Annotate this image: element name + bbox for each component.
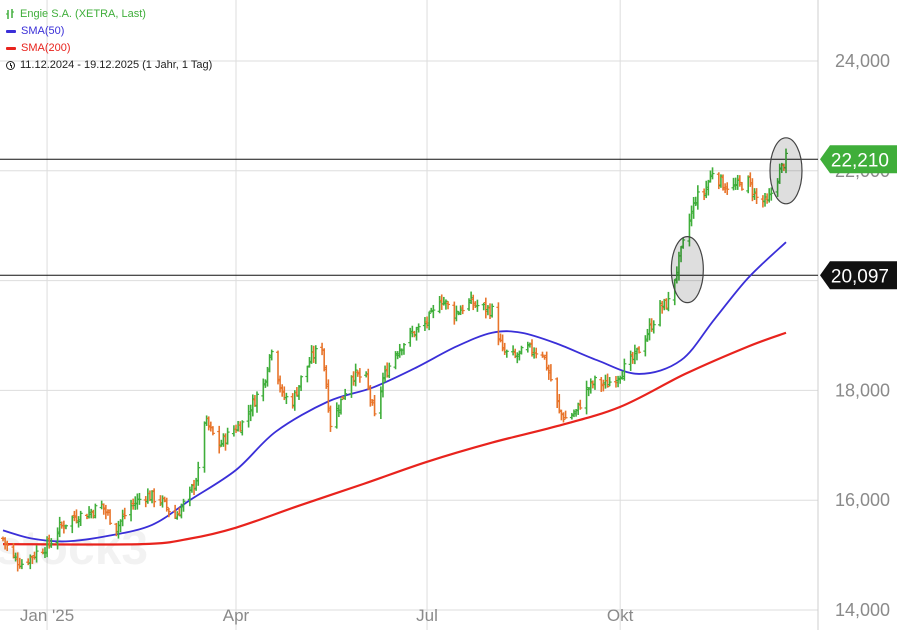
x-tick-label: Apr — [223, 606, 250, 625]
legend-period: 11.12.2024 - 19.12.2025 (1 Jahr, 1 Tag) — [20, 59, 213, 71]
last-price-badge — [820, 145, 897, 174]
x-tick-label: Jan '25 — [20, 606, 74, 625]
y-tick-label: 14,000 — [835, 600, 890, 620]
clock-icon — [6, 61, 15, 70]
x-tick-label: Jul — [416, 606, 438, 625]
ohlc-bars-icon — [6, 9, 15, 20]
watermark: stock3 — [0, 522, 148, 575]
legend-item-sma200: SMA(200) — [6, 40, 212, 57]
sma200-line — [2, 331, 787, 546]
price-badges: 22,210 20,097 — [820, 145, 897, 290]
sma200-path — [2, 331, 787, 546]
sma50-swatch — [6, 30, 16, 33]
y-tick-label: 18,000 — [835, 380, 890, 400]
legend-item-instrument: Engie S.A. (XETRA, Last) — [6, 6, 212, 23]
badge-label: 20,097 — [831, 266, 889, 287]
x-tick-label: Okt — [607, 606, 634, 625]
annotation-ellipse — [769, 137, 803, 205]
legend-sma50: SMA(50) — [21, 25, 65, 37]
sma200-swatch — [6, 47, 16, 50]
x-axis: Jan '25 Apr Jul Okt — [20, 606, 634, 625]
sma50-path — [2, 241, 787, 543]
y-tick-label: 16,000 — [835, 490, 890, 510]
legend-item-sma50: SMA(50) — [6, 23, 212, 40]
sma50-line — [2, 241, 787, 543]
legend-item-period: 11.12.2024 - 19.12.2025 (1 Jahr, 1 Tag) — [6, 57, 212, 74]
legend-sma200: SMA(200) — [21, 42, 71, 54]
annotations — [670, 137, 803, 304]
annotation-ellipse — [670, 236, 704, 304]
level-badge — [820, 261, 897, 290]
price-bars — [1, 148, 788, 572]
horizontal-levels — [0, 158, 818, 276]
badge-label: 22,210 — [831, 150, 889, 171]
legend-instrument: Engie S.A. (XETRA, Last) — [20, 8, 146, 20]
y-tick-label: 24,000 — [835, 51, 890, 71]
legend: Engie S.A. (XETRA, Last) SMA(50) SMA(200… — [6, 6, 212, 74]
grid — [0, 0, 819, 630]
